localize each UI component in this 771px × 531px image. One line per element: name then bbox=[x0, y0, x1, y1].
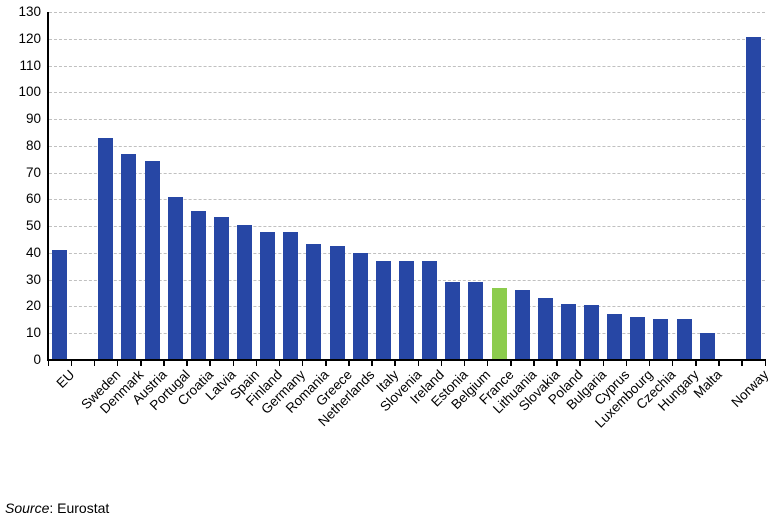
bar-slovenia bbox=[399, 260, 414, 360]
x-axis-tick bbox=[371, 361, 373, 366]
y-axis-line bbox=[47, 12, 49, 360]
x-axis-tick bbox=[278, 361, 281, 366]
gridline-70 bbox=[49, 172, 765, 174]
x-axis-tick bbox=[602, 361, 605, 366]
x-axis-tick bbox=[440, 361, 443, 366]
x-axis-tick bbox=[232, 361, 235, 366]
y-tick-label-110: 110 bbox=[19, 57, 41, 73]
x-axis-tick bbox=[486, 361, 489, 366]
x-axis-tick bbox=[163, 361, 165, 366]
bar-eu bbox=[52, 250, 68, 360]
bar-greece bbox=[329, 246, 345, 360]
x-axis-tick bbox=[348, 361, 350, 366]
x-axis-tick bbox=[695, 361, 697, 366]
x-axis-tick bbox=[510, 361, 512, 366]
gridline-130 bbox=[49, 12, 765, 13]
bar-estonia bbox=[445, 282, 461, 360]
x-axis-tick bbox=[741, 361, 743, 366]
y-tick-label-90: 90 bbox=[25, 111, 41, 127]
bar-lithuania bbox=[514, 290, 530, 360]
y-tick-label-30: 30 bbox=[25, 271, 41, 287]
x-axis-tick bbox=[70, 361, 73, 366]
x-axis-tick bbox=[186, 361, 188, 366]
bar-spain bbox=[237, 224, 253, 360]
bar-germany bbox=[283, 231, 299, 360]
x-axis-tick bbox=[116, 361, 119, 366]
bar-luxembourg bbox=[630, 317, 646, 360]
x-axis-tick bbox=[417, 361, 420, 366]
x-axis-tick bbox=[394, 361, 396, 366]
source-label: Source bbox=[5, 500, 50, 516]
bar-finland bbox=[260, 231, 276, 360]
bar-france bbox=[491, 287, 507, 360]
x-axis-tick bbox=[579, 361, 581, 366]
gridline-100 bbox=[49, 92, 765, 94]
y-tick-label-20: 20 bbox=[25, 298, 41, 314]
x-axis-tick bbox=[671, 361, 674, 366]
bar-sweden bbox=[98, 137, 114, 360]
x-axis-tick bbox=[301, 361, 304, 366]
bar-slovakia bbox=[537, 298, 553, 360]
bar-malta bbox=[699, 333, 715, 360]
x-axis-tick bbox=[463, 361, 466, 366]
bar-poland bbox=[560, 303, 576, 360]
bar-cyprus bbox=[607, 314, 623, 360]
bar-austria bbox=[144, 160, 160, 360]
y-tick-label-100: 100 bbox=[18, 84, 41, 100]
gridline-120 bbox=[49, 38, 765, 40]
y-tick-label-0: 0 bbox=[33, 352, 41, 367]
x-axis-tick bbox=[47, 361, 49, 366]
x-axis-tick bbox=[533, 361, 535, 366]
gridline-50 bbox=[49, 226, 765, 228]
x-axis-tick bbox=[625, 361, 628, 366]
y-tick-label-70: 70 bbox=[25, 164, 41, 180]
gridline-90 bbox=[49, 119, 765, 121]
x-axis-tick bbox=[556, 361, 558, 366]
x-axis-line bbox=[47, 359, 766, 361]
y-tick-label-130: 130 bbox=[18, 4, 41, 19]
bar-bulgaria bbox=[584, 305, 600, 360]
x-axis-tick bbox=[93, 361, 96, 366]
x-axis-tick bbox=[325, 361, 327, 366]
y-tick-label-120: 120 bbox=[18, 30, 41, 46]
bar-denmark bbox=[121, 153, 137, 360]
gridline-60 bbox=[49, 199, 765, 201]
x-tick-label-norway: Norway bbox=[728, 367, 771, 410]
source-text: : Eurostat bbox=[49, 500, 110, 516]
bar-romania bbox=[306, 243, 322, 360]
gridline-40 bbox=[49, 252, 765, 254]
bar-belgium bbox=[468, 282, 484, 360]
gridline-80 bbox=[49, 145, 765, 147]
x-axis-tick bbox=[764, 361, 766, 366]
x-axis-tick bbox=[209, 361, 211, 366]
bar-italy bbox=[375, 260, 391, 360]
bar-netherlands bbox=[352, 252, 368, 360]
bar-norway bbox=[745, 37, 761, 360]
source-note: Source: Eurostat bbox=[5, 500, 109, 516]
x-axis-tick bbox=[140, 361, 142, 366]
gridline-110 bbox=[49, 65, 765, 67]
y-tick-label-80: 80 bbox=[25, 137, 41, 153]
bar-croatia bbox=[190, 211, 206, 360]
bar-latvia bbox=[213, 216, 229, 360]
bar-ireland bbox=[422, 260, 438, 360]
x-tick-label-eu: EU bbox=[53, 367, 78, 391]
y-tick-label-50: 50 bbox=[25, 218, 41, 234]
y-tick-label-40: 40 bbox=[25, 244, 41, 260]
x-axis-tick bbox=[718, 361, 720, 366]
y-tick-label-10: 10 bbox=[25, 325, 41, 341]
bar-hungary bbox=[676, 318, 692, 360]
x-axis-tick bbox=[255, 361, 258, 366]
bar-czechia bbox=[653, 318, 669, 360]
bar-portugal bbox=[167, 196, 183, 360]
x-axis-tick bbox=[648, 361, 651, 366]
y-tick-label-60: 60 bbox=[25, 191, 41, 207]
